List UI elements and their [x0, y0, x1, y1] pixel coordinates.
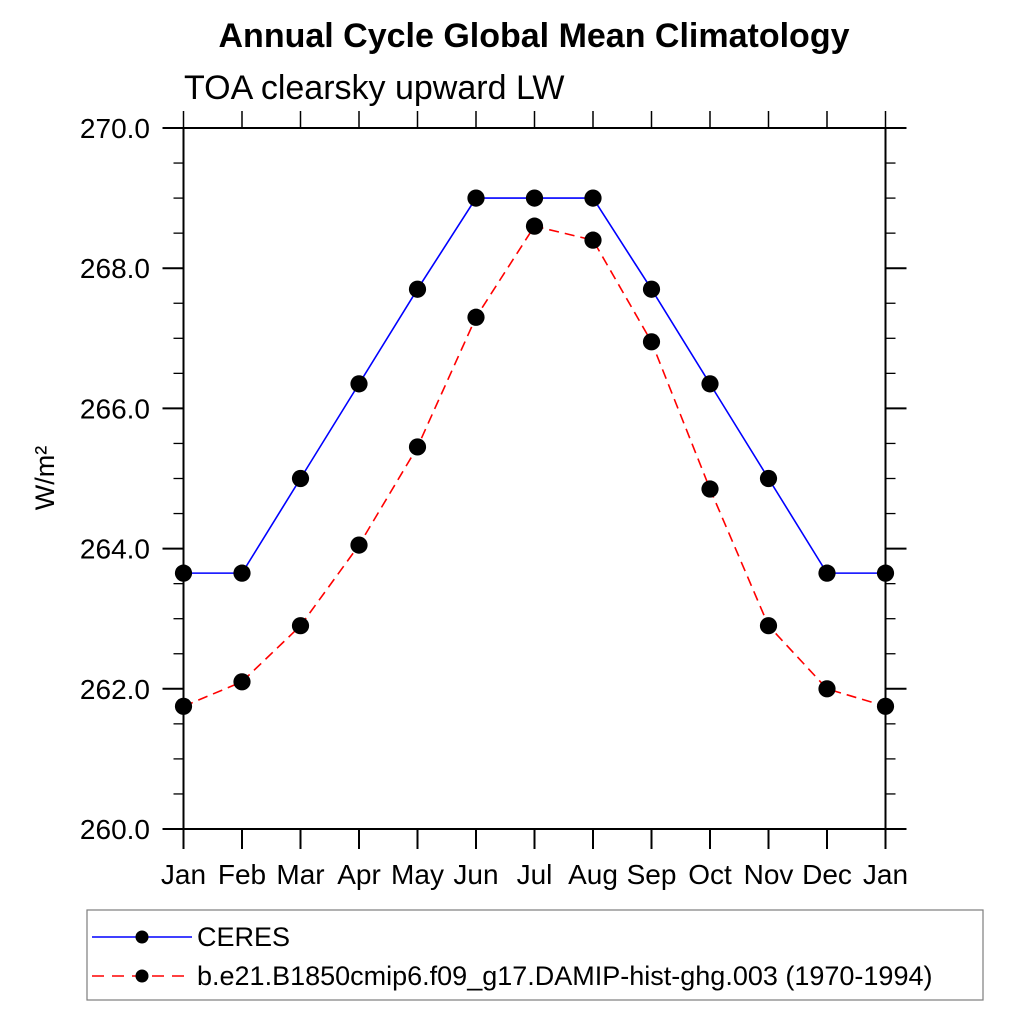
data-point-model [467, 308, 485, 326]
x-tick-label: Jul [517, 859, 553, 890]
x-tick-label: Sep [627, 859, 677, 890]
y-tick-label: 264.0 [80, 534, 150, 565]
data-point-ceres [876, 564, 895, 582]
data-point-ceres [350, 375, 368, 393]
x-tick-label: Feb [218, 859, 266, 890]
data-point-model [818, 680, 836, 698]
x-tick-label: Mar [276, 859, 324, 890]
legend-marker-model-icon [135, 969, 149, 983]
data-point-model [350, 536, 368, 554]
plot-area: 260.0 262.0 264.0 266.0 268.0 270.0 Jan Feb Mar A… [80, 111, 908, 890]
legend-label-ceres: CERES [197, 922, 290, 952]
legend: CERES b.e21.B1850cmip6.f09_g17.DAMIP-his… [86, 909, 984, 1001]
data-point-model [174, 697, 193, 715]
data-point-model [701, 480, 719, 498]
data-point-ceres [233, 564, 251, 582]
data-point-model [408, 438, 427, 456]
x-tick-label: Jun [453, 859, 498, 890]
data-point-model [233, 673, 251, 691]
data-point-model [291, 617, 310, 635]
legend-marker-ceres-icon [135, 930, 149, 944]
y-tick-label: 268.0 [80, 253, 150, 284]
chart-subtitle: TOA clearsky upward LW [184, 69, 564, 107]
x-tick-label: Apr [337, 859, 381, 890]
data-point-model [876, 697, 895, 715]
y-tick-label: 266.0 [80, 393, 150, 424]
data-point-model [759, 617, 778, 635]
data-point-ceres [291, 469, 310, 488]
chart-title: Annual Cycle Global Mean Climatology [219, 17, 850, 55]
series-line-model [183, 225, 886, 708]
data-point-ceres [701, 375, 719, 393]
data-point-ceres [525, 189, 544, 207]
y-tick-label: 262.0 [80, 674, 150, 705]
x-tick-label: Jan [863, 859, 908, 890]
y-tick-label: 260.0 [80, 814, 150, 845]
y-tick-label: 270.0 [80, 113, 150, 144]
x-tick-label: Dec [802, 859, 852, 890]
data-point-ceres [642, 280, 661, 298]
x-tick-label: May [391, 859, 444, 890]
legend-box [86, 909, 984, 1001]
legend-label-model: b.e21.B1850cmip6.f09_g17.DAMIP-hist-ghg.… [197, 961, 932, 991]
series-line-ceres [183, 197, 886, 574]
y-axis-label: W/m² [30, 446, 60, 510]
x-tick-label: Oct [688, 859, 732, 890]
data-point-ceres [408, 280, 427, 298]
x-tick-label: Jan [161, 859, 206, 890]
data-point-model [525, 217, 544, 235]
data-point-ceres [584, 189, 602, 207]
x-tick-label: Aug [568, 859, 618, 890]
data-point-model [642, 333, 661, 351]
x-tick-label: Nov [744, 859, 794, 890]
data-point-ceres [174, 564, 193, 582]
data-point-model [584, 231, 602, 249]
data-point-ceres [467, 189, 485, 207]
data-point-ceres [818, 564, 836, 582]
data-point-ceres [759, 469, 778, 488]
